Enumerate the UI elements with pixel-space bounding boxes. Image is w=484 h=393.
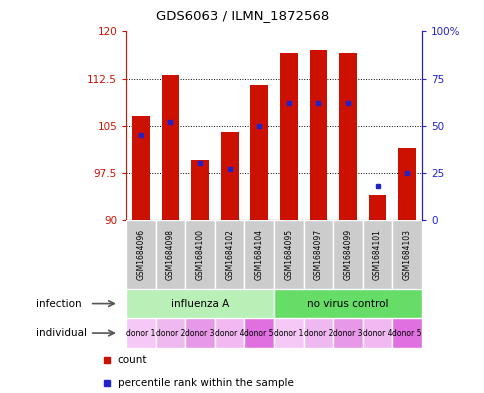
Text: GSM1684104: GSM1684104 [254,229,263,280]
Text: count: count [118,355,147,365]
Bar [368,195,386,220]
Text: influenza A: influenza A [170,299,229,309]
Text: GSM1684102: GSM1684102 [225,229,234,280]
Bar [132,116,150,220]
Text: donor 1: donor 1 [126,329,155,338]
Text: donor 3: donor 3 [185,329,214,338]
Text: GSM1684103: GSM1684103 [402,229,411,280]
Bar [155,318,185,348]
Bar [155,220,185,289]
Text: infection: infection [36,299,82,309]
Text: donor 1: donor 1 [273,329,303,338]
Bar [362,318,392,348]
Text: donor 4: donor 4 [214,329,244,338]
Bar [244,318,273,348]
Bar [185,318,214,348]
Bar [126,289,273,318]
Text: GSM1684098: GSM1684098 [166,229,175,280]
Bar [161,75,179,220]
Bar [279,53,297,220]
Bar [309,50,327,220]
Text: GDS6063 / ILMN_1872568: GDS6063 / ILMN_1872568 [155,9,329,22]
Bar [273,220,303,289]
Bar [338,53,356,220]
Bar [333,220,362,289]
Bar [333,318,362,348]
Text: GSM1684096: GSM1684096 [136,229,145,280]
Bar [126,220,155,289]
Text: GSM1684095: GSM1684095 [284,229,293,280]
Bar [397,148,415,220]
Text: donor 5: donor 5 [392,329,421,338]
Bar [392,318,421,348]
Text: GSM1684101: GSM1684101 [372,229,381,280]
Text: GSM1684097: GSM1684097 [313,229,322,280]
Text: donor 3: donor 3 [333,329,362,338]
Bar [244,220,273,289]
Text: percentile rank within the sample: percentile rank within the sample [118,378,293,388]
Text: no virus control: no virus control [306,299,388,309]
Text: donor 2: donor 2 [155,329,185,338]
Bar [214,318,244,348]
Bar [185,220,214,289]
Bar [220,132,238,220]
Bar [250,85,268,220]
Bar [126,318,155,348]
Bar [303,318,333,348]
Text: donor 4: donor 4 [362,329,392,338]
Bar [303,220,333,289]
Bar [273,289,421,318]
Text: donor 2: donor 2 [303,329,333,338]
Bar [191,160,209,220]
Text: individual: individual [36,328,87,338]
Bar [392,220,421,289]
Text: GSM1684100: GSM1684100 [195,229,204,280]
Text: donor 5: donor 5 [244,329,273,338]
Bar [214,220,244,289]
Bar [273,318,303,348]
Bar [362,220,392,289]
Text: GSM1684099: GSM1684099 [343,229,352,280]
